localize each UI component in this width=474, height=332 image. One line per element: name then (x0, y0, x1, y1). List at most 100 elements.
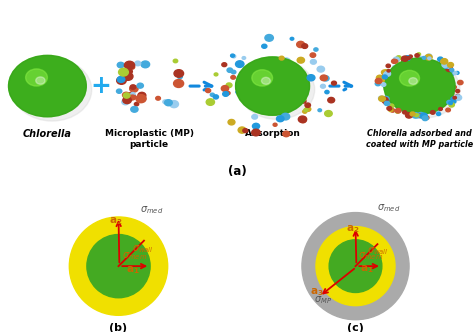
Text: (c): (c) (347, 323, 364, 332)
Circle shape (387, 61, 460, 118)
Circle shape (379, 96, 385, 101)
Circle shape (290, 38, 294, 40)
Circle shape (173, 80, 183, 87)
Circle shape (283, 58, 290, 64)
Circle shape (256, 62, 264, 68)
Circle shape (406, 113, 412, 118)
Text: $\sigma_{MP}$: $\sigma_{MP}$ (314, 294, 332, 306)
Circle shape (451, 84, 455, 88)
Text: Microplastic (MP)
particle: Microplastic (MP) particle (105, 129, 194, 148)
Circle shape (276, 116, 284, 122)
Circle shape (395, 109, 401, 113)
Circle shape (430, 111, 435, 114)
Circle shape (322, 76, 329, 81)
Circle shape (137, 83, 144, 88)
Circle shape (395, 65, 400, 69)
Circle shape (388, 71, 391, 73)
Circle shape (135, 61, 141, 66)
Circle shape (438, 108, 442, 111)
Circle shape (214, 73, 218, 76)
Circle shape (262, 44, 267, 48)
Circle shape (298, 116, 307, 123)
Circle shape (310, 53, 316, 57)
Circle shape (141, 61, 150, 68)
Circle shape (428, 57, 431, 60)
Circle shape (236, 57, 310, 115)
Circle shape (173, 59, 178, 63)
Circle shape (392, 65, 398, 70)
Circle shape (446, 73, 453, 78)
Circle shape (384, 58, 455, 114)
Text: $\sigma_{med}$: $\sigma_{med}$ (140, 205, 164, 216)
Circle shape (156, 96, 160, 100)
Circle shape (69, 217, 168, 315)
Circle shape (242, 56, 246, 59)
Circle shape (127, 69, 132, 74)
Circle shape (405, 56, 410, 59)
Circle shape (386, 64, 391, 67)
Circle shape (239, 60, 315, 120)
Circle shape (226, 91, 230, 95)
Circle shape (123, 92, 130, 98)
Circle shape (226, 83, 232, 88)
Circle shape (424, 116, 428, 119)
Circle shape (314, 48, 318, 51)
Circle shape (131, 93, 135, 96)
Circle shape (382, 70, 387, 75)
Circle shape (449, 73, 454, 76)
Text: (a): (a) (228, 165, 246, 178)
Circle shape (124, 61, 135, 69)
Circle shape (135, 102, 139, 106)
Circle shape (273, 123, 277, 126)
Circle shape (252, 65, 259, 70)
Circle shape (231, 76, 236, 79)
Circle shape (87, 234, 150, 298)
Circle shape (441, 59, 446, 63)
Circle shape (223, 92, 228, 96)
Text: Chlorella adsorbed and
coated with MP particle: Chlorella adsorbed and coated with MP pa… (366, 129, 473, 148)
Circle shape (36, 77, 45, 84)
Circle shape (422, 56, 426, 59)
Circle shape (394, 60, 398, 63)
Circle shape (449, 103, 455, 107)
Circle shape (419, 56, 424, 61)
Circle shape (325, 111, 332, 117)
Circle shape (375, 78, 382, 84)
Circle shape (401, 56, 408, 61)
Circle shape (382, 97, 388, 103)
Circle shape (392, 59, 396, 62)
Circle shape (416, 115, 421, 118)
Circle shape (456, 94, 460, 98)
Circle shape (262, 77, 270, 84)
Text: $\mathbf{a_3}$: $\mathbf{a_3}$ (310, 286, 323, 297)
Circle shape (117, 62, 124, 68)
Circle shape (450, 68, 454, 72)
Circle shape (320, 75, 328, 81)
Circle shape (236, 57, 310, 115)
Circle shape (228, 120, 235, 125)
Circle shape (448, 71, 453, 75)
Circle shape (442, 59, 447, 63)
Circle shape (236, 61, 244, 67)
Circle shape (436, 62, 441, 67)
Circle shape (283, 108, 287, 111)
Circle shape (451, 89, 454, 91)
Circle shape (379, 76, 384, 80)
Circle shape (415, 111, 419, 114)
Circle shape (417, 57, 423, 62)
Circle shape (230, 54, 235, 57)
Circle shape (301, 82, 309, 89)
Circle shape (384, 88, 389, 91)
Circle shape (124, 94, 131, 100)
Circle shape (417, 53, 420, 56)
Circle shape (384, 73, 387, 75)
Circle shape (26, 69, 47, 86)
Circle shape (253, 66, 258, 70)
Circle shape (117, 77, 126, 84)
Circle shape (456, 89, 460, 93)
Circle shape (123, 97, 131, 104)
Circle shape (390, 100, 396, 105)
Circle shape (170, 101, 179, 108)
Circle shape (266, 59, 274, 65)
Circle shape (444, 65, 448, 68)
